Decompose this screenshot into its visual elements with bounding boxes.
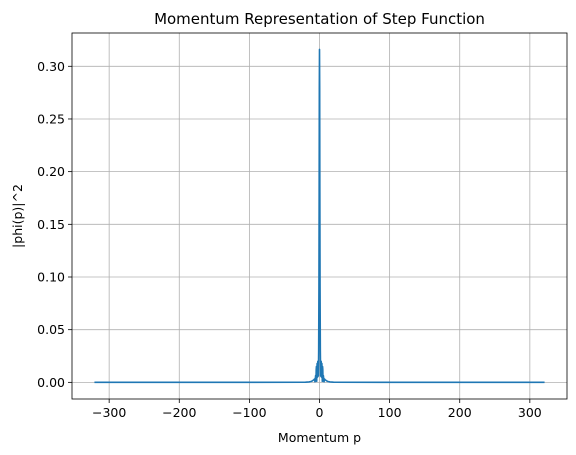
y-tick-label: 0.15 bbox=[37, 217, 65, 232]
x-tick-label: −200 bbox=[162, 405, 196, 420]
x-axis-label: Momentum p bbox=[278, 430, 361, 445]
x-tick-label: 0 bbox=[316, 405, 324, 420]
series-line bbox=[94, 48, 545, 384]
x-tick-label: 200 bbox=[448, 405, 472, 420]
chart-title: Momentum Representation of Step Function bbox=[154, 10, 485, 28]
x-tick-label: 300 bbox=[518, 405, 542, 420]
y-tick-label: 0.25 bbox=[37, 111, 65, 126]
y-tick-label: 0.00 bbox=[37, 375, 65, 390]
y-tick-label: 0.30 bbox=[37, 59, 65, 74]
series-layer bbox=[94, 48, 545, 384]
y-tick-label: 0.10 bbox=[37, 270, 65, 285]
y-axis-ticks: 0.00 0.05 0.10 0.15 0.20 0.25 0.30 bbox=[37, 59, 72, 390]
x-tick-label: −300 bbox=[92, 405, 126, 420]
x-axis-ticks: −300 −200 −100 0 100 200 300 bbox=[92, 399, 542, 420]
y-axis-label: |phi(p)|^2 bbox=[10, 184, 25, 248]
y-tick-label: 0.05 bbox=[37, 322, 65, 337]
x-tick-label: 100 bbox=[378, 405, 402, 420]
x-tick-label: −100 bbox=[232, 405, 266, 420]
y-tick-label: 0.20 bbox=[37, 164, 65, 179]
